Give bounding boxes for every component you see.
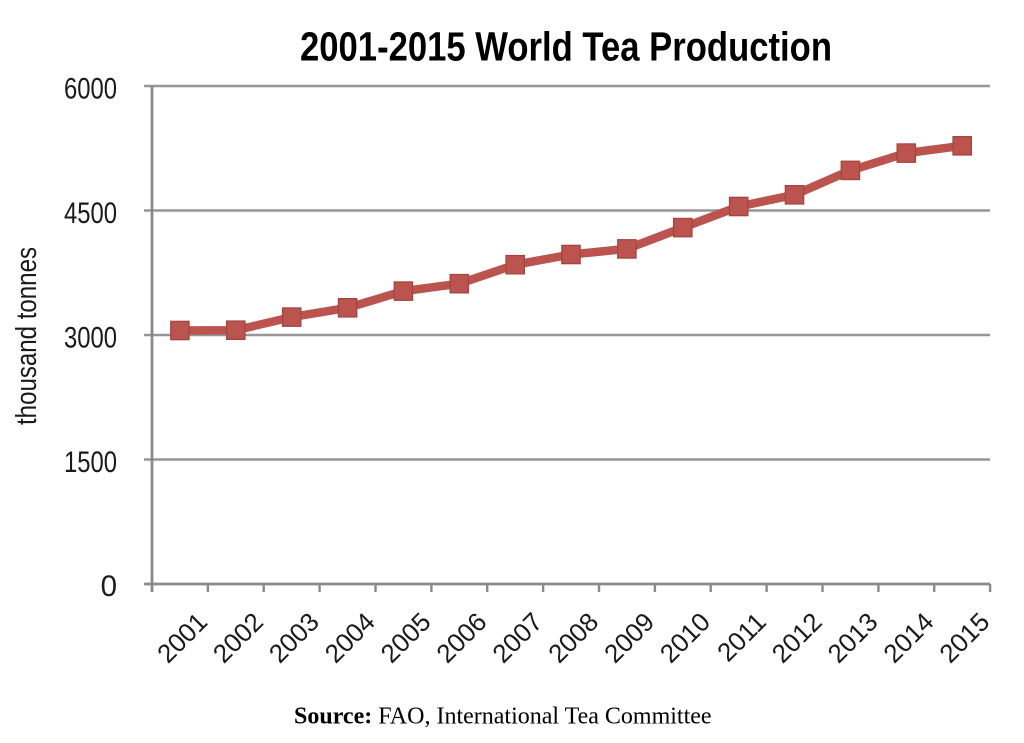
svg-text:thousand tonnes: thousand tonnes bbox=[11, 247, 43, 425]
svg-text:1500: 1500 bbox=[64, 446, 117, 479]
svg-text:3000: 3000 bbox=[64, 322, 117, 355]
svg-text:6000: 6000 bbox=[64, 73, 117, 106]
svg-text:2001-2015 World Tea Production: 2001-2015 World Tea Production bbox=[300, 24, 832, 70]
svg-text:0: 0 bbox=[101, 570, 117, 603]
svg-text:Source: FAO, International Tea: Source: FAO, International Tea Committee bbox=[294, 704, 712, 730]
svg-text:4500: 4500 bbox=[64, 197, 117, 230]
